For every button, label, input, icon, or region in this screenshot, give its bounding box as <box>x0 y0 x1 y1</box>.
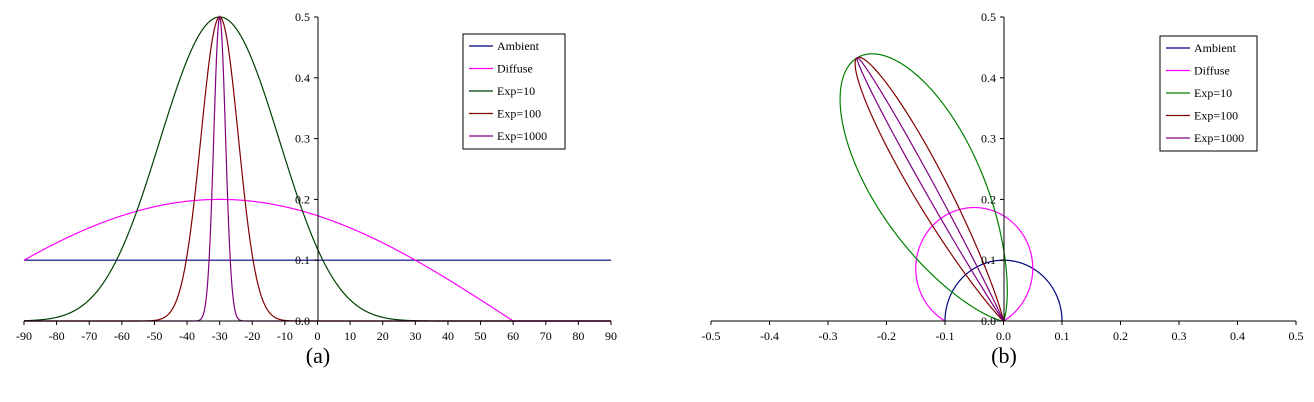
axes: -90 -80 -70 -60 -50 -40 -30 -20 -10 0 10 20 30 40 50 60… <box>16 10 617 343</box>
x-tick-label: 90 <box>605 329 617 343</box>
x-tick-label: -0.1 <box>936 329 955 343</box>
series-line-exp-10 <box>839 53 1008 322</box>
x-tick-label: 0.2 <box>1113 329 1128 343</box>
x-tick-label: 0.3 <box>1172 329 1187 343</box>
chart-a-lighting-vs-angle: -90 -80 -70 -60 -50 -40 -30 -20 -10 0 10 20 30 40 50 60… <box>16 10 617 368</box>
y-tick-label: 0.0 <box>295 314 310 328</box>
legend-label: Exp=10 <box>497 84 535 98</box>
legend: Ambient Diffuse Exp=10 Exp=100 Exp=1000 <box>462 33 566 150</box>
x-tick-label: -60 <box>114 329 130 343</box>
chart-b-polar-lighting: -0.5 -0.4 -0.3 -0.2 -0.1 0.0 0.1 0.2 0.3 0.4 0.5 0.… <box>702 10 1304 368</box>
legend-label: Ambient <box>497 39 540 53</box>
y-tick-label: 0.2 <box>295 192 310 206</box>
y-tick-label: 0.5 <box>981 10 996 24</box>
legend-label: Exp=1000 <box>497 129 547 143</box>
legend-label: Diffuse <box>497 62 533 76</box>
y-tick-label: 0.4 <box>295 71 310 85</box>
x-tick-label: -30 <box>212 329 228 343</box>
x-tick-label: -50 <box>146 329 162 343</box>
x-tick-label: 50 <box>475 329 487 343</box>
x-tick-label: 10 <box>344 329 356 343</box>
x-tick-label: -0.3 <box>819 329 838 343</box>
y-tick-label: 0.1 <box>981 253 996 267</box>
axes: -0.5 -0.4 -0.3 -0.2 -0.1 0.0 0.1 0.2 0.3 0.4 0.5 0.… <box>702 10 1304 343</box>
x-tick-label: -0.4 <box>760 329 779 343</box>
x-tick-label: 0.4 <box>1230 329 1245 343</box>
x-tick-label: -0.2 <box>877 329 896 343</box>
y-tick-label: 0.4 <box>981 71 996 85</box>
chart-caption: (b) <box>991 343 1017 368</box>
y-tick-label: 0.2 <box>981 192 996 206</box>
series-line-exp-100 <box>854 56 1005 322</box>
legend-label: Diffuse <box>1194 64 1230 78</box>
x-tick-label: 30 <box>409 329 421 343</box>
x-tick-label: 20 <box>377 329 389 343</box>
x-tick-label: 0 <box>315 329 321 343</box>
legend-label: Exp=1000 <box>1194 131 1244 145</box>
x-tick-label: 60 <box>507 329 519 343</box>
legend-label: Exp=10 <box>1194 86 1232 100</box>
y-tick-label: 0.0 <box>981 314 996 328</box>
x-tick-label: 0.1 <box>1055 329 1070 343</box>
y-tick-label: 0.5 <box>295 10 310 24</box>
series-line-exp-1000 <box>856 57 1005 322</box>
series-line-diffuse <box>915 206 1034 322</box>
x-tick-label: -0.5 <box>702 329 721 343</box>
chart-caption: (a) <box>306 343 330 368</box>
y-tick-label: 0.3 <box>295 132 310 146</box>
legend-label: Ambient <box>1194 41 1237 55</box>
x-tick-label: -70 <box>81 329 97 343</box>
x-tick-label: 70 <box>540 329 552 343</box>
x-tick-label: -40 <box>179 329 195 343</box>
series-lines <box>839 53 1063 322</box>
x-tick-label: 0.0 <box>996 329 1011 343</box>
x-tick-label: -80 <box>49 329 65 343</box>
y-tick-label: 0.3 <box>981 132 996 146</box>
x-tick-label: 40 <box>442 329 454 343</box>
x-tick-label: -90 <box>16 329 32 343</box>
legend: Ambient Diffuse Exp=10 Exp=100 Exp=1000 <box>1159 35 1258 152</box>
legend-label: Exp=100 <box>497 107 541 121</box>
x-tick-label: 0.5 <box>1289 329 1304 343</box>
y-tick-label: 0.1 <box>295 253 310 267</box>
legend-label: Exp=100 <box>1194 109 1238 123</box>
x-tick-label: 80 <box>572 329 584 343</box>
x-tick-label: -10 <box>277 329 293 343</box>
x-tick-label: -20 <box>244 329 260 343</box>
